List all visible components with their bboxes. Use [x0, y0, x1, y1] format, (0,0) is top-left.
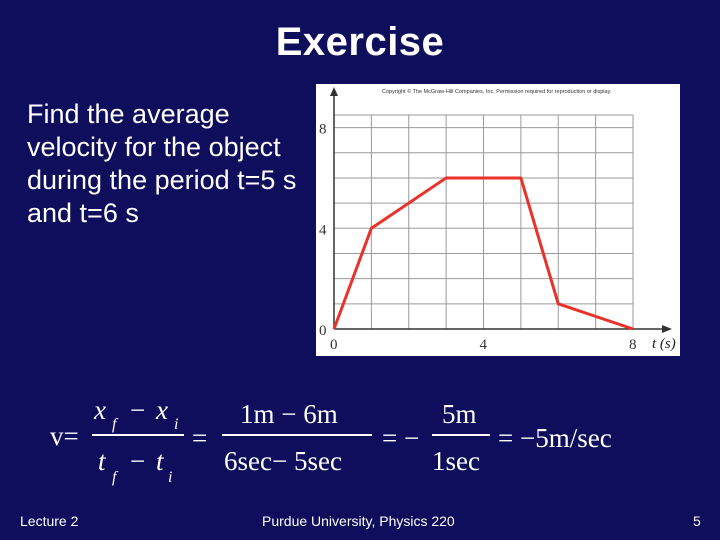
x-axis-label: t (s)	[652, 336, 676, 352]
numerator-minus: −	[130, 395, 145, 425]
ti-symbol: t	[156, 446, 165, 476]
slide-title: Exercise	[275, 20, 445, 64]
footer-lecture: Lecture 2	[20, 513, 79, 529]
xf-subscript: f	[112, 416, 119, 433]
xi-symbol: x	[155, 395, 168, 425]
question-text: Find the average velocity for the object…	[27, 99, 297, 228]
numerator-2: 1m − 6m	[240, 399, 338, 429]
y-tick-label: 0	[319, 323, 327, 339]
tf-subscript: f	[112, 469, 119, 486]
denominator-3: 1sec	[432, 446, 480, 476]
x-tick-label: 0	[330, 337, 338, 353]
xf-symbol: x	[93, 395, 106, 425]
position-line	[332, 176, 634, 331]
footer-institution: Purdue University, Physics 220	[262, 513, 455, 529]
numerator-3: 5m	[442, 399, 477, 429]
copyright-notice: Copyright © The McGraw-Hill Companies, I…	[382, 88, 612, 95]
y-axis-arrow	[330, 87, 338, 96]
average-velocity-equation: v= x f − x i t f − t i = 1m − 6m 6sec− 5…	[50, 395, 650, 490]
page-number: 5	[693, 513, 701, 529]
y-tick-label: 4	[319, 222, 327, 238]
x-tick-label: 4	[480, 337, 488, 353]
result-value: = −5m/sec	[498, 423, 612, 453]
equals-1: =	[192, 423, 207, 453]
x-axis-arrow	[662, 325, 672, 333]
ti-subscript: i	[168, 469, 172, 486]
denominator-minus: −	[130, 446, 145, 476]
y-tick-label: 8	[319, 122, 327, 138]
equals-minus: = −	[382, 423, 419, 453]
tf-symbol: t	[98, 446, 107, 476]
xi-subscript: i	[174, 416, 178, 433]
position-time-graph: Copyright © The McGraw-Hill Companies, I…	[316, 84, 680, 356]
denominator-2: 6sec− 5sec	[224, 446, 342, 476]
v-label: v=	[50, 421, 79, 451]
x-tick-label: 8	[629, 337, 637, 353]
